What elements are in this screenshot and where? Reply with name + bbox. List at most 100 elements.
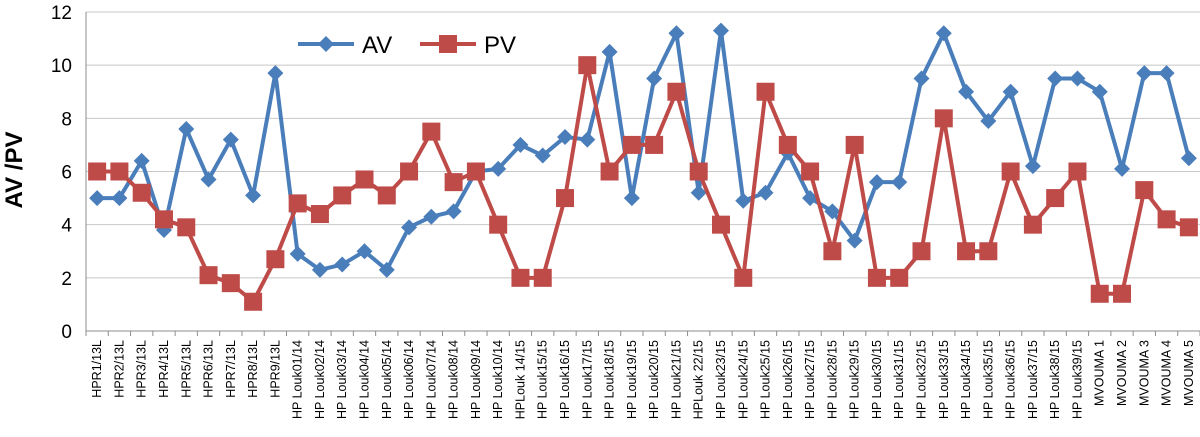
legend-label: PV: [484, 32, 516, 59]
series-line-av: [97, 28, 1191, 272]
x-tick-label: HPLouk 14/15: [513, 340, 527, 419]
y-tick-label: 2: [61, 269, 72, 290]
x-tick-label: HP Louk09/14: [469, 340, 483, 419]
legend-marker: [439, 35, 457, 53]
data-point: [199, 266, 218, 285]
y-tick-label: 4: [61, 216, 72, 237]
legend-label: AV: [362, 32, 392, 59]
data-point: [1157, 210, 1176, 229]
data-point: [579, 131, 596, 148]
data-point: [1023, 215, 1042, 234]
y-tick-label: 12: [51, 3, 72, 24]
data-point: [400, 162, 419, 181]
data-point: [267, 65, 284, 82]
x-tick-label: HPR7/13L: [224, 340, 238, 398]
data-point: [734, 268, 753, 287]
data-point: [133, 152, 150, 169]
data-point: [802, 190, 819, 207]
x-tick-label: HP Louk35/15: [981, 340, 995, 419]
x-tick-label: HP Louk34/15: [959, 340, 973, 419]
data-point: [222, 131, 239, 148]
y-axis-title: AV /PV: [1, 132, 28, 209]
data-point: [154, 210, 173, 229]
data-point: [824, 203, 841, 220]
x-tick-label: HP Louk29/15: [848, 340, 862, 419]
x-tick-label: HP Louk24/15: [736, 340, 750, 419]
data-point: [690, 184, 707, 201]
data-point: [111, 190, 128, 207]
x-tick-label: MVOUMA 3: [1137, 340, 1151, 406]
x-tick-label: HP Louk32/15: [915, 340, 929, 419]
x-tick-label: HP Louk10/14: [491, 340, 505, 419]
data-point: [600, 162, 619, 181]
y-tick-label: 6: [61, 163, 72, 184]
y-tick-label: 10: [51, 56, 72, 77]
data-point: [890, 268, 909, 287]
x-tick-label: HP Louk20/15: [647, 340, 661, 419]
data-point: [110, 162, 129, 181]
data-point: [1069, 70, 1086, 87]
y-tick-label: 8: [61, 109, 72, 130]
data-point: [1135, 181, 1154, 200]
x-tick-label: MVOUMA 2: [1115, 340, 1129, 406]
x-tick-label: HP Louk23/15: [714, 340, 728, 419]
data-point: [711, 215, 730, 234]
x-tick-label: HP Louk05/14: [380, 340, 394, 419]
data-point: [178, 120, 195, 137]
data-point: [979, 242, 998, 261]
x-tick-label: HPR4/13L: [157, 340, 171, 398]
data-point: [355, 170, 374, 189]
x-tick-label: HPR6/13L: [202, 340, 216, 398]
data-point: [689, 162, 708, 181]
data-point: [801, 162, 820, 181]
x-tick-label: HPR8/13L: [246, 340, 260, 398]
x-tick-label: HP Louk04/14: [358, 340, 372, 419]
data-point: [891, 174, 908, 191]
data-point: [422, 122, 441, 141]
data-point: [934, 109, 953, 128]
data-point: [1136, 65, 1153, 82]
data-point: [578, 56, 597, 75]
data-point: [667, 82, 686, 101]
gridlines: [86, 11, 1200, 279]
data-point: [377, 186, 396, 205]
x-tick-label: HPR9/13L: [268, 340, 282, 398]
data-point: [1114, 160, 1131, 177]
data-point: [466, 162, 485, 181]
data-point: [423, 208, 440, 225]
x-tick-label: HP Louk01/14: [291, 340, 305, 419]
legend-item-av: AV: [298, 32, 392, 59]
data-point: [378, 261, 395, 278]
x-tick-label: HP Louk19/15: [625, 340, 639, 419]
x-tick-label: HP Louk17/15: [580, 340, 594, 419]
data-point: [868, 174, 885, 191]
data-point: [356, 243, 373, 260]
x-tick-label: HP Louk21/15: [669, 340, 683, 419]
x-tick-label: HP Louk08/14: [447, 340, 461, 419]
x-tick-labels: HPR1/13L HPR2/13L HPR3/13L HPR4/13L HPR5/13L…: [90, 340, 1196, 419]
data-point: [778, 135, 797, 154]
data-point: [756, 82, 775, 101]
series: [88, 22, 1198, 311]
data-point: [846, 232, 863, 249]
x-tick-label: HP Louk18/15: [603, 340, 617, 419]
x-tick-label: HP Louk36/15: [1004, 340, 1018, 419]
data-point: [266, 250, 285, 269]
data-point: [757, 184, 774, 201]
data-point: [200, 171, 217, 188]
data-point: [1001, 162, 1020, 181]
data-point: [1024, 158, 1041, 175]
legend-marker: [318, 36, 334, 52]
data-point: [533, 268, 552, 287]
data-point: [1002, 83, 1019, 100]
series-pv: [88, 56, 1198, 311]
series-line-pv: [97, 63, 1190, 304]
x-tick-label: HP Louk06/14: [402, 340, 416, 419]
data-point: [601, 43, 618, 60]
data-point: [89, 190, 106, 207]
data-point: [245, 187, 262, 204]
x-tick-label: HP Louk25/15: [759, 340, 773, 419]
data-point: [445, 203, 462, 220]
data-point: [912, 242, 931, 261]
